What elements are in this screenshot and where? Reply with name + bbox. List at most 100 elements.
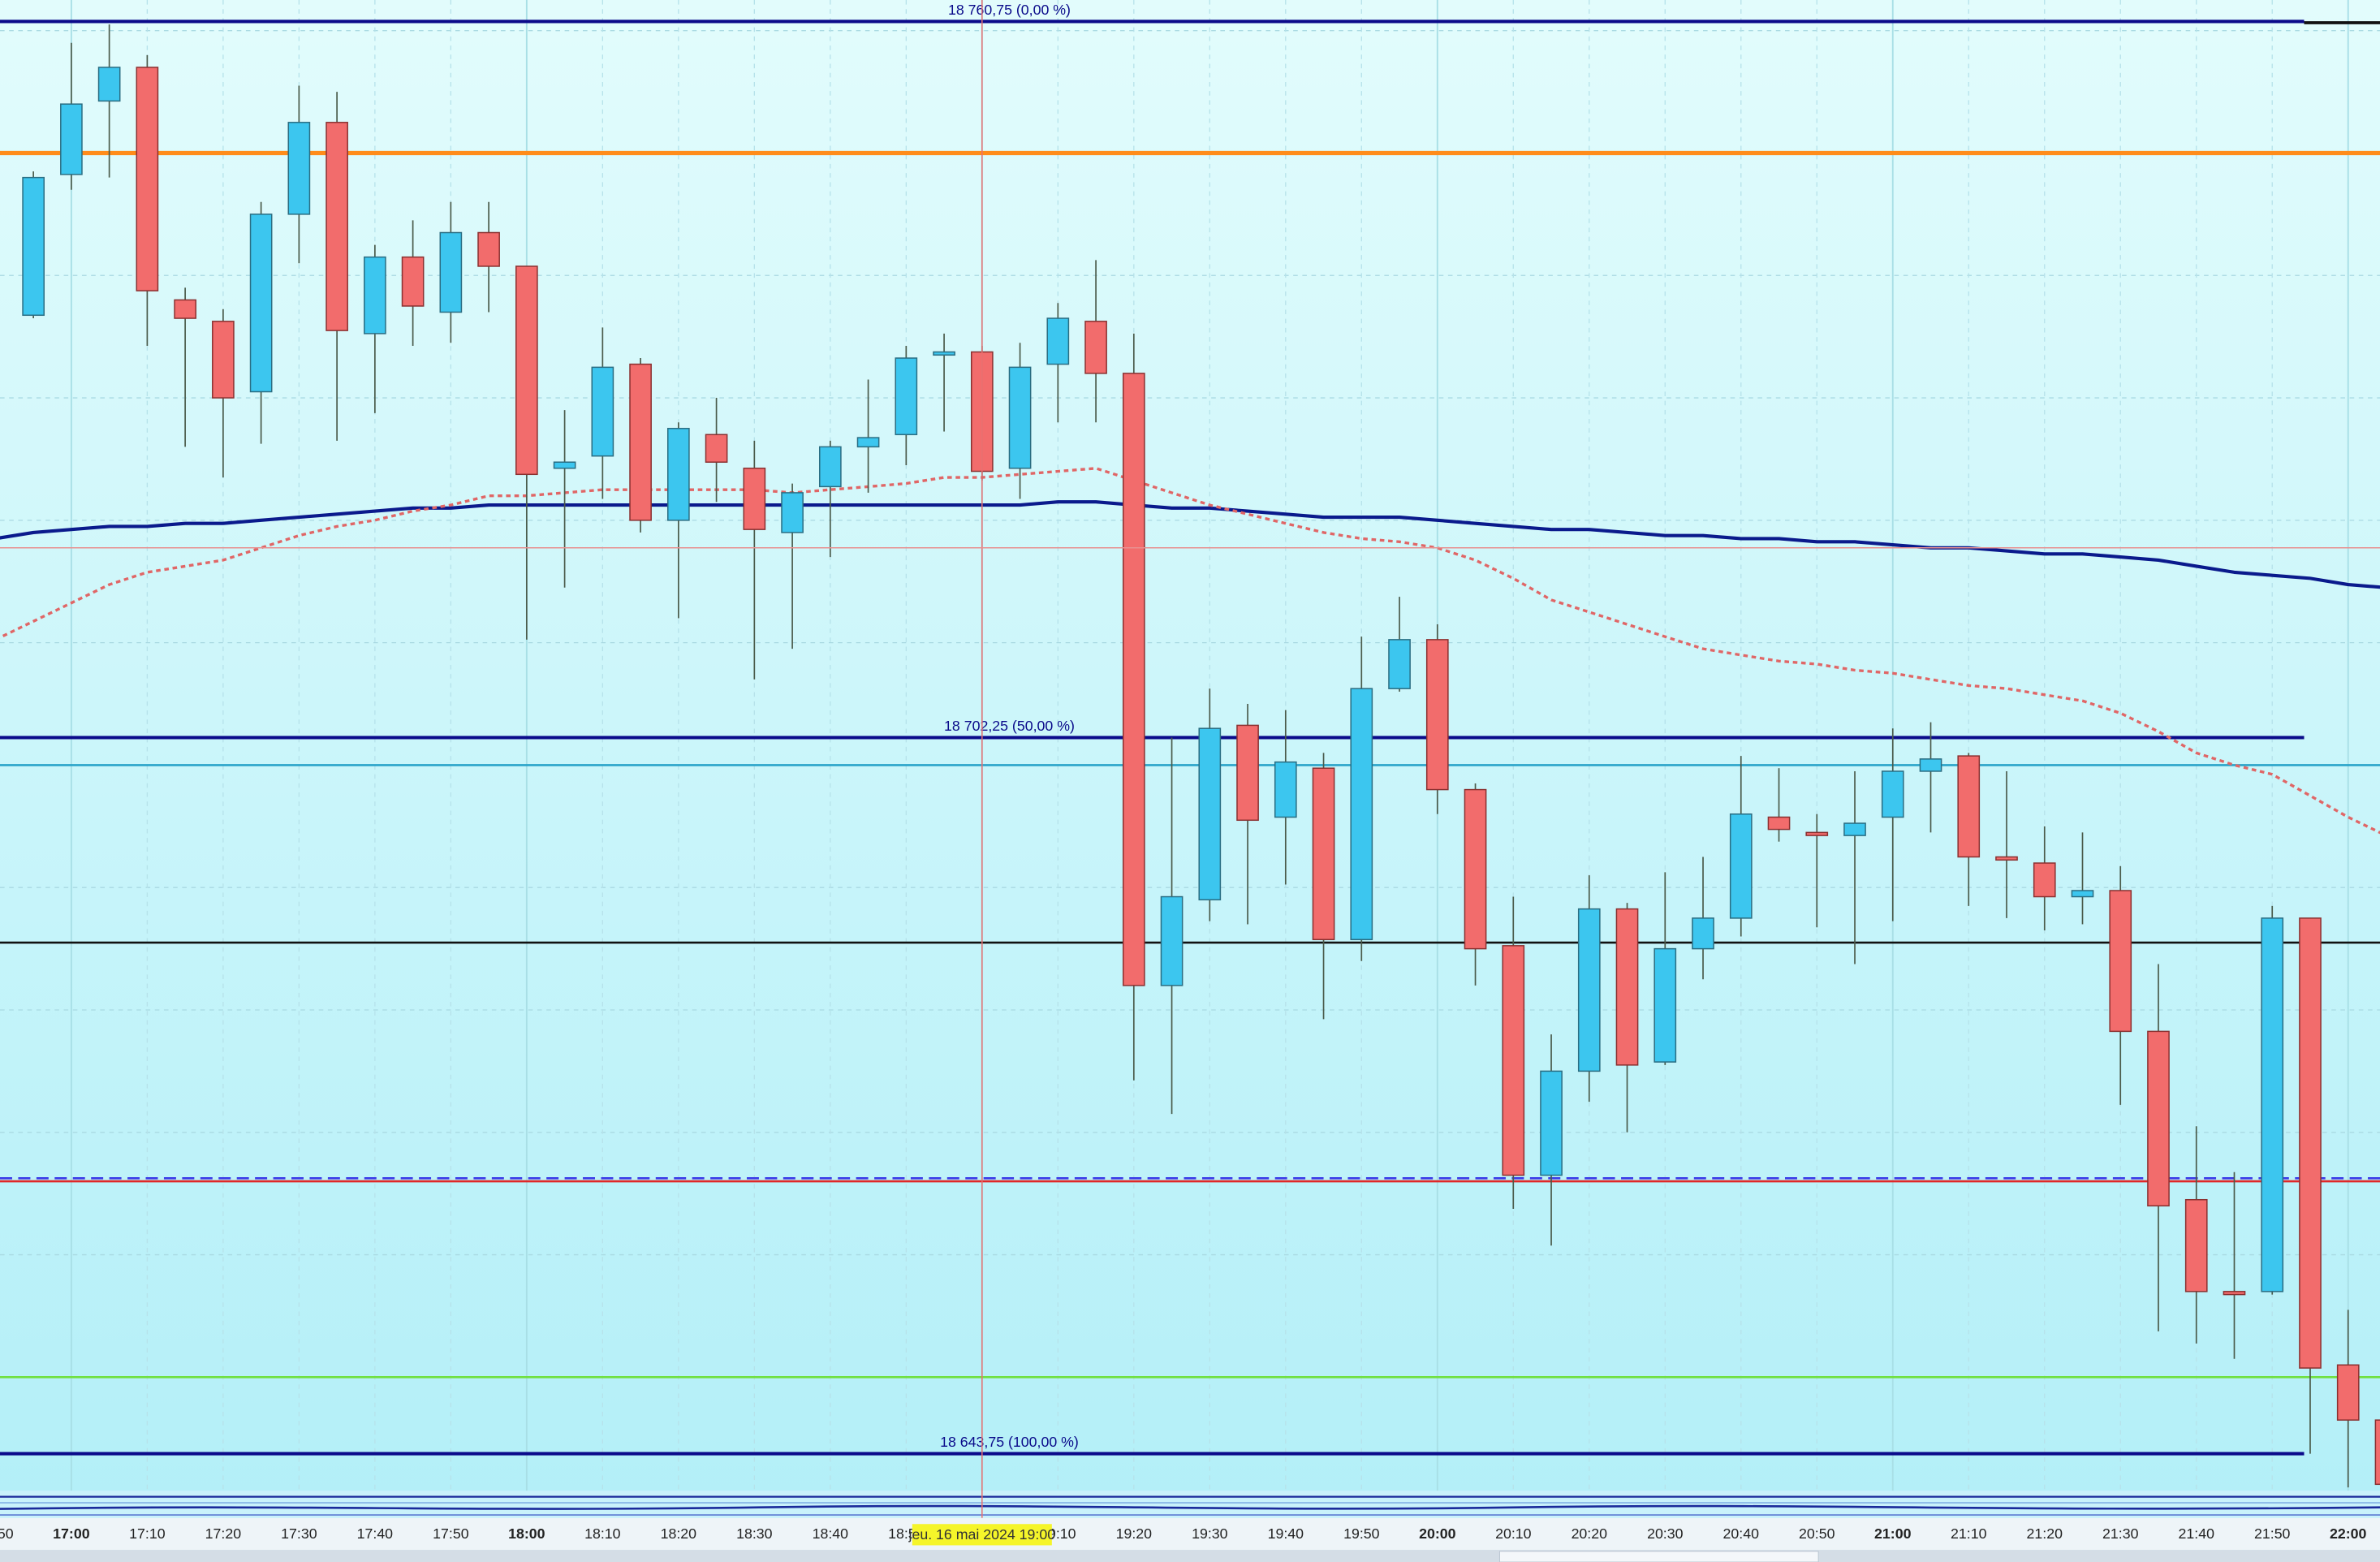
candle-body — [591, 366, 614, 457]
x-tick-label: 17:40 — [357, 1525, 394, 1542]
candle-body — [2033, 862, 2056, 898]
candle-body — [1767, 816, 1791, 831]
x-tick-label: 18:10 — [584, 1525, 621, 1542]
crosshair-date-label: jeu. 16 mai 2024 19:00 — [908, 1526, 1056, 1543]
candle-body — [2147, 1030, 2170, 1207]
candle-body — [895, 357, 918, 436]
x-tick-label: 20:40 — [1723, 1525, 1760, 1542]
candle-body — [2261, 917, 2284, 1292]
candle-body — [743, 468, 766, 530]
candle-body — [1729, 813, 1753, 919]
x-tick-label: 20:50 — [1799, 1525, 1835, 1542]
candle-body — [1008, 366, 1032, 469]
x-tick-label: 18:40 — [813, 1525, 849, 1542]
candle-body — [933, 351, 955, 356]
levels: 18 760,75 (0,00 %) 18 702,25 (50,00 %) 18 … — [0, 2, 2380, 1456]
candle-body — [1615, 908, 1639, 1066]
candle-body — [553, 461, 576, 469]
x-tick-label: 21:30 — [2102, 1525, 2139, 1542]
x-tick-label: 20:00 — [1419, 1525, 1456, 1542]
candle-body — [2184, 1198, 2208, 1292]
candle-body — [1350, 688, 1373, 941]
candle-body — [97, 67, 121, 102]
candle-body — [1464, 788, 1487, 950]
x-tick-label: 17:10 — [129, 1525, 166, 1542]
candle-body — [1122, 373, 1145, 986]
x-tick-label: 20:20 — [1572, 1525, 1608, 1542]
candle-body — [818, 446, 842, 488]
candle-body — [515, 265, 538, 476]
indicator-line — [0, 1504, 2380, 1510]
candle-body — [629, 363, 652, 521]
candle-body — [1198, 727, 1222, 901]
candle-body — [60, 103, 83, 175]
candle-body — [1388, 639, 1411, 689]
candle-body — [2336, 1364, 2360, 1421]
x-tick-label: 17:30 — [281, 1525, 317, 1542]
candle-body — [1995, 856, 2018, 861]
candle-body — [1843, 822, 1866, 836]
candle-body — [401, 256, 425, 307]
x-tick-label: 19:50 — [1343, 1525, 1380, 1542]
level-label: 18 643,75 (100,00 %) — [940, 1434, 1079, 1450]
candle-body — [1274, 761, 1297, 818]
x-tick-label: 19:30 — [1192, 1525, 1228, 1542]
candle-body — [2071, 890, 2094, 898]
level-label: 18 702,25 (50,00 %) — [944, 718, 1075, 734]
candle-body — [1502, 945, 1525, 1176]
candle-body — [1084, 321, 1107, 374]
candle-body — [1805, 831, 1829, 836]
candle-body — [1577, 908, 1601, 1072]
candle-body — [1425, 639, 1449, 791]
scrollbar-track[interactable] — [0, 1550, 2380, 1562]
x-tick-label: 19:40 — [1268, 1525, 1304, 1542]
candle-body — [1312, 767, 1335, 941]
x-tick-label: 17:50 — [433, 1525, 469, 1542]
candle-body — [174, 299, 196, 319]
candle-body — [1046, 317, 1070, 365]
scrollbar-thumb[interactable] — [1498, 1551, 1819, 1562]
x-tick-label: 21:10 — [1951, 1525, 1987, 1542]
x-tick-label: 17:00 — [53, 1525, 90, 1542]
candle-body — [856, 437, 880, 448]
moving-average — [0, 500, 2380, 589]
level-label: 18 760,75 (0,00 %) — [948, 2, 1071, 18]
x-tick-label: 21:00 — [1874, 1525, 1912, 1542]
time-axis — [0, 1517, 2380, 1551]
x-tick-label: 16:50 — [0, 1525, 14, 1542]
candle-body — [136, 67, 159, 291]
candle-body — [781, 492, 804, 533]
candle-body — [1881, 770, 1904, 818]
candle-body — [2109, 890, 2132, 1033]
candles — [22, 24, 2380, 1488]
candle-body — [326, 122, 348, 331]
x-tick-label: 21:50 — [2254, 1525, 2291, 1542]
x-tick-label: 20:30 — [1647, 1525, 1684, 1542]
candle-body — [212, 321, 235, 399]
x-tick-label: 21:20 — [2027, 1525, 2063, 1542]
candle-body — [667, 428, 690, 521]
indicator-lines — [0, 467, 2380, 835]
x-tick-label: 22:00 — [2330, 1525, 2367, 1542]
candle-body — [364, 256, 386, 334]
candle-body — [1653, 947, 1677, 1063]
candle-body — [2299, 917, 2322, 1369]
x-tick-label: 17:20 — [205, 1525, 242, 1542]
candle-body — [2223, 1291, 2246, 1296]
candle-body — [2374, 1419, 2380, 1486]
candle-body — [249, 214, 273, 393]
moving-average — [0, 467, 2380, 835]
candle-body — [1957, 755, 1981, 858]
x-tick-label: 18:00 — [508, 1525, 545, 1542]
candle-body — [1540, 1070, 1563, 1176]
lower-panel — [0, 1491, 2380, 1518]
x-tick-label: 20:10 — [1495, 1525, 1532, 1542]
x-tick-label: 18:20 — [661, 1525, 697, 1542]
x-tick-label: 18:30 — [736, 1525, 773, 1542]
candle-body — [1692, 917, 1714, 950]
x-tick-label: 21:40 — [2179, 1525, 2215, 1542]
indicator-strip — [0, 1491, 2380, 1518]
